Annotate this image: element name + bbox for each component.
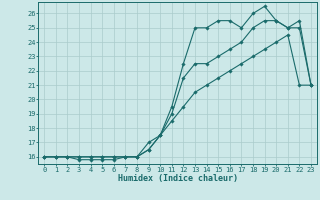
X-axis label: Humidex (Indice chaleur): Humidex (Indice chaleur) <box>118 174 238 183</box>
